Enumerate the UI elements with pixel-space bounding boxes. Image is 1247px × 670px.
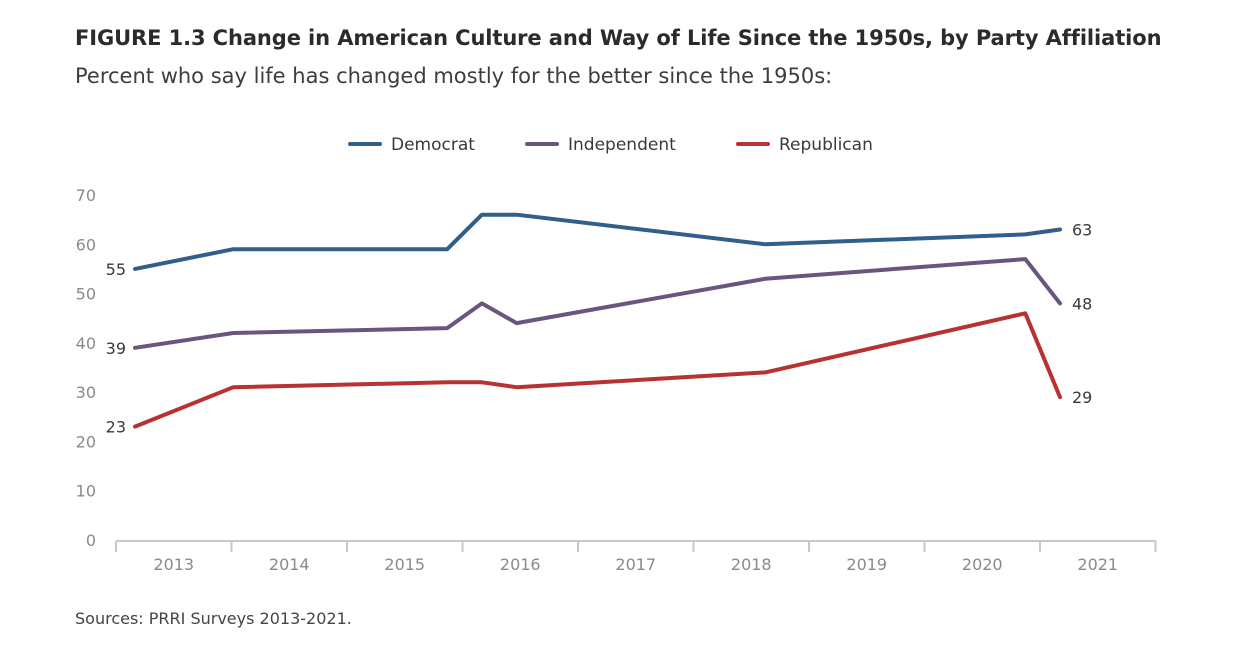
legend-item: Democrat [348, 135, 475, 155]
y-tick-label: 70 [76, 186, 96, 205]
end-value-label: 29 [1072, 388, 1092, 407]
x-tick-label: 2019 [846, 555, 887, 574]
series-line-independent [133, 257, 1062, 350]
x-tick-label: 2017 [615, 555, 656, 574]
start-value-label: 39 [106, 339, 126, 358]
chart-subtitle: Percent who say life has changed mostly … [75, 64, 833, 88]
x-tick-label: 2016 [500, 555, 541, 574]
legend-item: Republican [736, 135, 873, 155]
x-tick-label: 2014 [269, 555, 310, 574]
y-tick-label: 50 [76, 285, 96, 304]
legend-label: Republican [779, 135, 873, 155]
y-axis: 0 10 20 30 40 50 60 70 [76, 186, 96, 550]
y-tick-label: 60 [76, 235, 96, 254]
x-tick-label: 2013 [153, 555, 194, 574]
y-tick-label: 40 [76, 334, 96, 353]
chart-title: FIGURE 1.3 Change in American Culture an… [75, 26, 1162, 50]
y-tick-label: 30 [76, 383, 96, 402]
end-value-label: 48 [1072, 294, 1092, 313]
legend-label: Democrat [391, 135, 475, 155]
x-tick-label: 2018 [731, 555, 772, 574]
x-tick-label: 2015 [384, 555, 425, 574]
y-tick-label: 10 [76, 482, 96, 501]
series-layer [133, 212, 1062, 429]
series-line-republican [133, 311, 1062, 429]
legend-item: Independent [525, 135, 676, 155]
series-line-democrat [133, 212, 1062, 271]
legend: Democrat Independent Republican [348, 135, 873, 155]
legend-label: Independent [568, 135, 676, 155]
start-value-label: 55 [106, 260, 126, 279]
y-tick-label: 20 [76, 432, 96, 451]
x-axis: 2013 2014 2015 2016 2017 2018 2019 2020 2021 [115, 540, 1157, 574]
x-tick-label: 2021 [1077, 555, 1118, 574]
start-value-label: 23 [106, 418, 126, 437]
end-value-label: 63 [1072, 221, 1092, 240]
data-labels: 55 63 39 48 23 29 [106, 221, 1093, 437]
y-tick-label: 0 [86, 531, 96, 550]
source-note: Sources: PRRI Surveys 2013-2021. [75, 609, 352, 628]
x-tick-label: 2020 [962, 555, 1003, 574]
